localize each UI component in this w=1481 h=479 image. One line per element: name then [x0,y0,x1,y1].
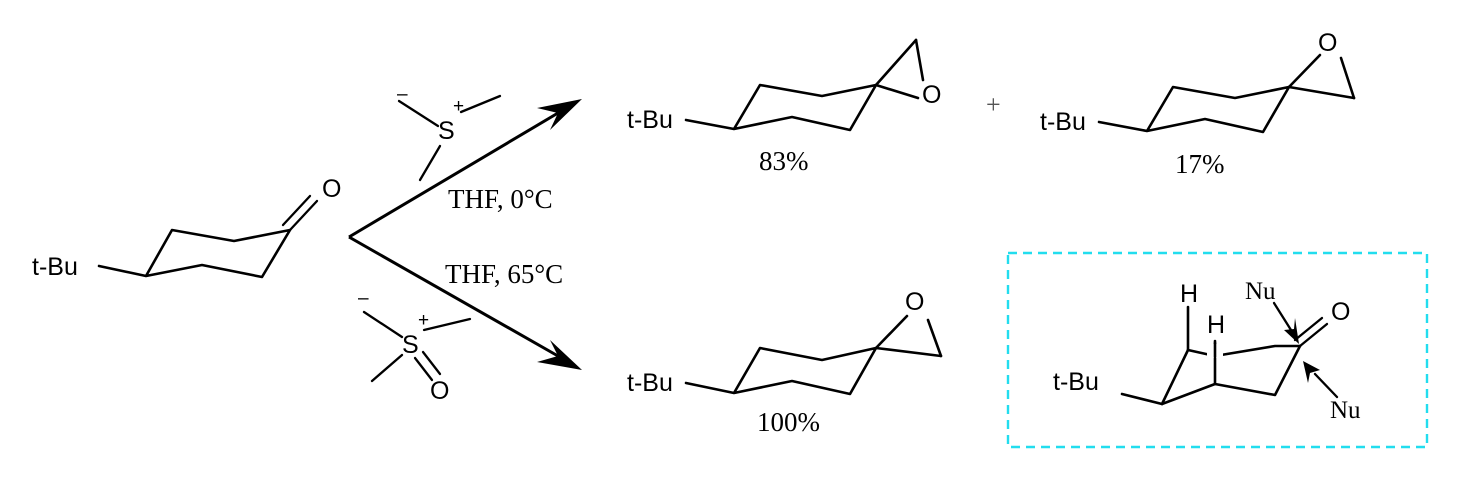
product-axial-epoxide: t-Bu O 83% [627,38,941,176]
sulfoxonium-sulfur-label: S [402,331,419,359]
arrow-upper [348,111,559,239]
inset-nucleophile-equatorial: Nu [1330,397,1361,424]
inset-nucleophile-axial: Nu [1245,278,1276,305]
inset-axial-hydrogen-1: H [1180,280,1198,308]
sulfonium-plus-charge: + [453,96,464,117]
inset-substituent-label: t-Bu [1053,368,1099,396]
product-equatorial-yield: 17% [1175,149,1225,179]
arrow-lower-head [537,340,582,370]
sulfoxonium-minus-charge: – [358,288,369,309]
product-bottom-oxygen-label: O [905,288,924,316]
arrow-lower [348,235,559,358]
product-axial-substituent-label: t-Bu [627,106,673,134]
sulfonium-sulfur-label: S [438,117,455,145]
reactant-substituent-label: t-Bu [32,253,78,281]
product-axial-oxygen-label: O [922,81,941,109]
reaction-arrows [348,99,582,370]
sulfoxonium-oxygen-label: O [430,377,449,405]
inset-attack-trajectory: t-Bu O H H Nu Nu [1006,251,1429,449]
product-bottom-epoxide: t-Bu O 100% [627,288,943,437]
product-equatorial-substituent-label: t-Bu [1040,108,1086,136]
inset-dashed-border [1006,251,1429,449]
sulfoxonium-plus-charge: + [418,310,429,331]
product-bottom-yield: 100% [757,407,820,437]
arrow-upper-head [537,99,582,130]
reactant-carbonyl-oxygen-label: O [322,175,341,203]
product-equatorial-epoxide: t-Bu O 17% [1040,29,1356,179]
condition-lower: THF, 65°C [445,259,563,289]
product-axial-yield: 83% [759,146,809,176]
plus-sign: + [986,90,1001,119]
reagent-sulfonium-ylide: S – + [397,84,502,182]
product-bottom-substituent-label: t-Bu [627,369,673,397]
condition-upper: THF, 0°C [448,184,553,214]
reactant-cyclohexanone: t-Bu O [32,175,341,281]
sulfonium-minus-charge: – [397,84,408,105]
inset-axial-hydrogen-2: H [1207,311,1225,339]
reagent-sulfoxonium-ylide: S – + O [358,288,472,405]
product-equatorial-oxygen-label: O [1318,29,1337,57]
inset-carbonyl-oxygen-label: O [1331,298,1350,326]
